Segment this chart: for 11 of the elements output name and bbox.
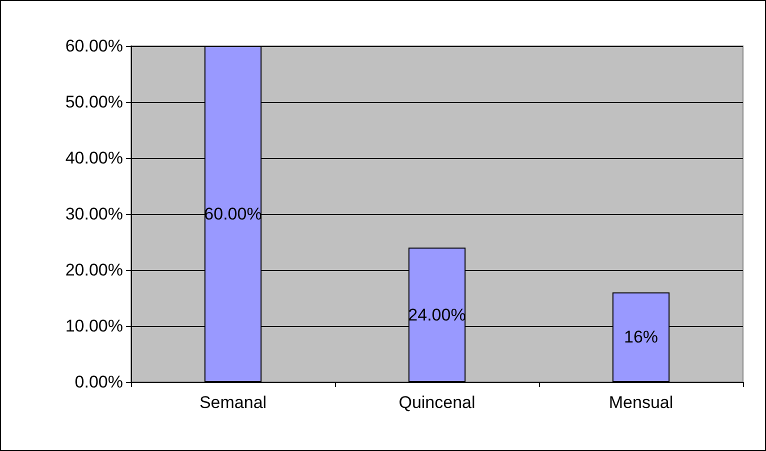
y-tick-label: 20.00% [65, 260, 123, 280]
y-tick-label: 50.00% [65, 92, 123, 112]
y-tick-label: 10.00% [65, 316, 123, 336]
y-tick-label: 60.00% [65, 36, 123, 56]
data-label: 16% [624, 328, 658, 347]
x-tick-label: Quincenal [398, 393, 476, 412]
y-tick-label: 40.00% [65, 148, 123, 168]
x-tick-label: Semanal [199, 393, 267, 412]
y-tick-label: 30.00% [65, 204, 123, 224]
x-tick-label: Mensual [608, 393, 674, 412]
y-tick-label: 0.00% [74, 372, 123, 392]
